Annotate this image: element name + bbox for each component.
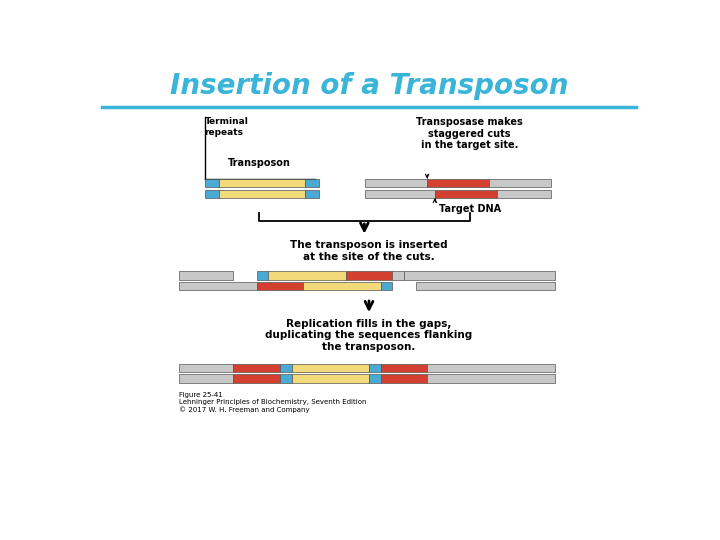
Bar [381,282,392,291]
Text: Figure 25-41
Lehninger Principles of Biochemistry, Seventh Edition
© 2017 W. H. : Figure 25-41 Lehninger Principles of Bio… [179,392,366,413]
Text: Transposon: Transposon [228,158,290,168]
Bar [292,374,369,383]
Bar [305,190,320,198]
Bar [233,374,280,383]
Text: The transposon is inserted
at the site of the cuts.: The transposon is inserted at the site o… [290,240,448,262]
Bar [292,363,369,372]
Text: Insertion of a Transposon: Insertion of a Transposon [170,72,568,100]
Bar [280,363,292,372]
Bar [233,363,280,372]
Bar [404,271,555,280]
Bar [381,363,427,372]
Bar [204,179,219,187]
Text: Target DNA: Target DNA [438,204,501,214]
Bar [427,363,555,372]
Bar [179,282,256,291]
Bar [219,190,305,198]
Text: Terminal
repeats: Terminal repeats [204,117,248,137]
Bar [303,282,381,291]
Bar [256,271,269,280]
Bar [489,179,551,187]
Bar [497,190,551,198]
Bar [280,374,292,383]
Bar [179,374,233,383]
Bar [269,271,346,280]
Bar [346,271,392,280]
Bar [369,363,381,372]
Bar [365,190,435,198]
Bar [179,363,233,372]
Bar [204,190,219,198]
Bar [427,374,555,383]
Bar [427,179,489,187]
Bar [435,190,497,198]
Text: Replication fills in the gaps,
duplicating the sequences flanking
the transposon: Replication fills in the gaps, duplicati… [266,319,472,352]
Bar [365,179,427,187]
Bar [392,271,404,280]
Bar [369,374,381,383]
Bar [381,374,427,383]
Bar [415,282,555,291]
Bar [305,179,320,187]
Text: Transposase makes
staggered cuts
in the target site.: Transposase makes staggered cuts in the … [416,117,523,150]
Bar [219,179,305,187]
Bar [179,271,233,280]
Bar [256,282,303,291]
